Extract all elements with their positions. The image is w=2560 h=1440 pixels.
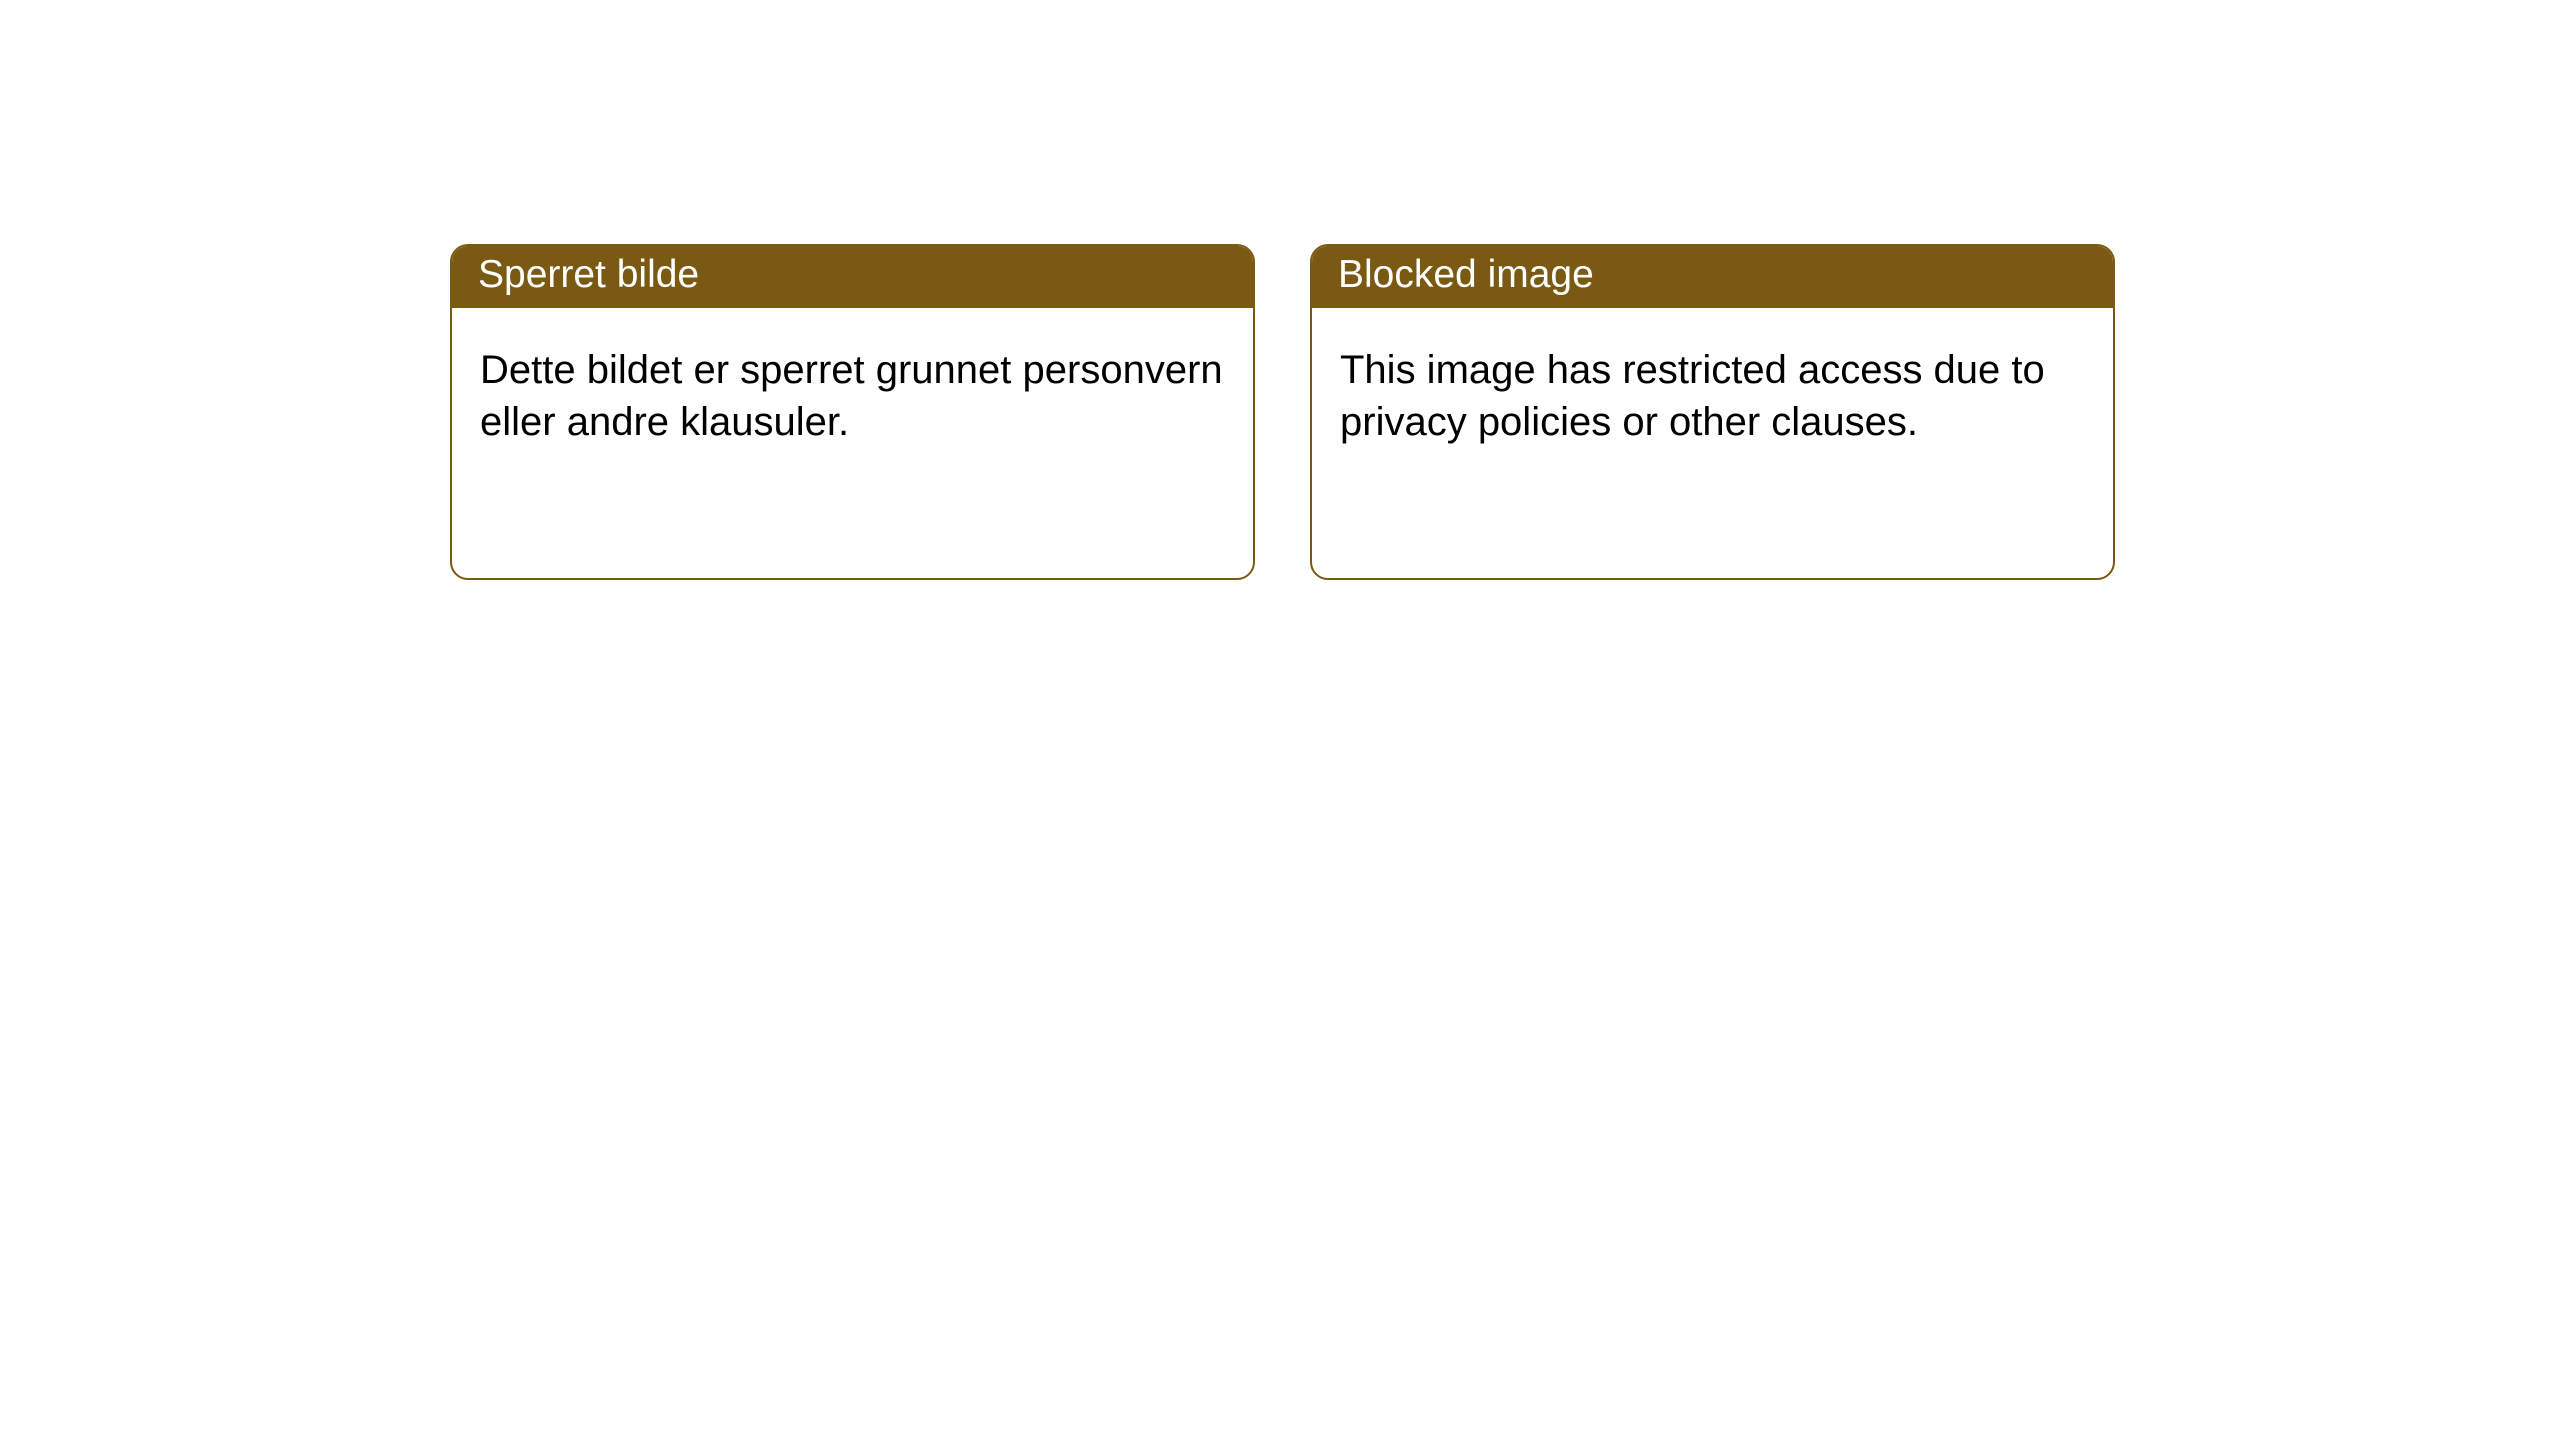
blocked-image-card-no: Sperret bilde Dette bildet er sperret gr… bbox=[450, 244, 1255, 580]
card-title-no: Sperret bilde bbox=[478, 253, 699, 297]
card-body-no: Dette bildet er sperret grunnet personve… bbox=[452, 308, 1253, 484]
card-body-text-no: Dette bildet er sperret grunnet personve… bbox=[480, 348, 1223, 444]
card-header-no: Sperret bilde bbox=[452, 246, 1253, 308]
card-body-text-en: This image has restricted access due to … bbox=[1340, 348, 2045, 444]
blocked-image-card-en: Blocked image This image has restricted … bbox=[1310, 244, 2115, 580]
card-body-en: This image has restricted access due to … bbox=[1312, 308, 2113, 484]
card-header-en: Blocked image bbox=[1312, 246, 2113, 308]
cards-container: Sperret bilde Dette bildet er sperret gr… bbox=[0, 0, 2560, 580]
card-title-en: Blocked image bbox=[1338, 253, 1594, 297]
